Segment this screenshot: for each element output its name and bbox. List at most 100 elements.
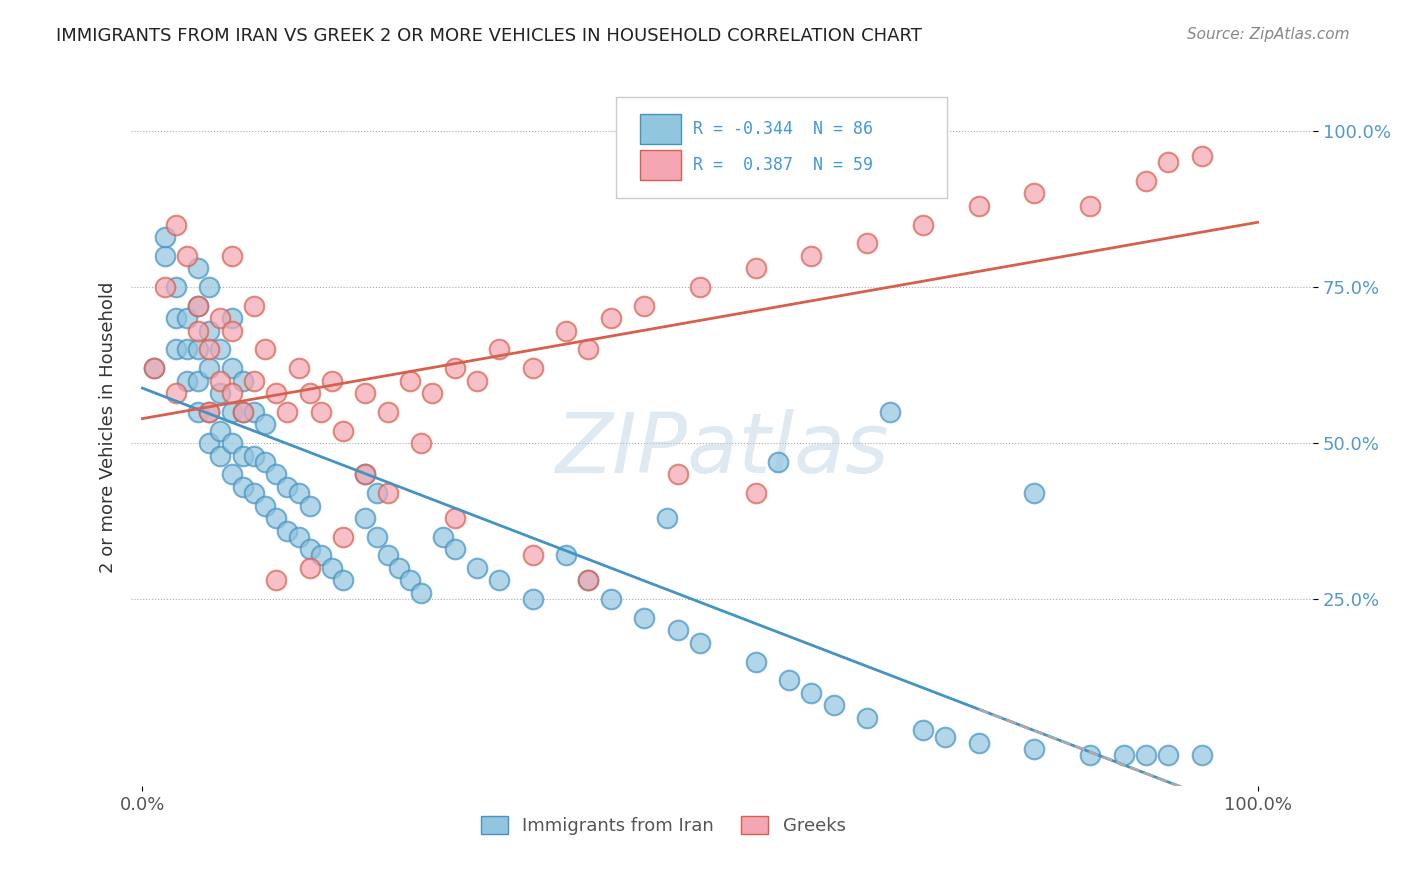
Point	[766, 455, 789, 469]
Point	[165, 280, 187, 294]
Point	[142, 361, 165, 376]
Point	[555, 549, 578, 563]
Point	[254, 343, 277, 357]
Point	[488, 574, 510, 588]
Point	[1112, 748, 1135, 763]
Point	[243, 449, 266, 463]
Point	[309, 549, 332, 563]
Point	[1078, 199, 1101, 213]
Point	[465, 561, 488, 575]
Text: ZIPatlas: ZIPatlas	[555, 409, 889, 490]
Point	[221, 405, 243, 419]
Point	[221, 436, 243, 450]
Point	[377, 549, 399, 563]
FancyBboxPatch shape	[616, 97, 946, 198]
Point	[264, 386, 287, 401]
Point	[744, 655, 766, 669]
Point	[209, 449, 232, 463]
Point	[934, 730, 956, 744]
Point	[578, 574, 600, 588]
Point	[153, 280, 176, 294]
Point	[1078, 748, 1101, 763]
Point	[221, 386, 243, 401]
Point	[967, 199, 990, 213]
Point	[153, 249, 176, 263]
Point	[354, 511, 377, 525]
Y-axis label: 2 or more Vehicles in Household: 2 or more Vehicles in Household	[100, 282, 117, 574]
Point	[420, 386, 443, 401]
Point	[666, 467, 689, 482]
Point	[198, 343, 221, 357]
Point	[321, 374, 343, 388]
Point	[1135, 174, 1157, 188]
Point	[176, 249, 198, 263]
Point	[377, 486, 399, 500]
Point	[298, 499, 321, 513]
Point	[354, 467, 377, 482]
Point	[221, 361, 243, 376]
Point	[142, 361, 165, 376]
Point	[689, 280, 711, 294]
Point	[187, 299, 209, 313]
Point	[443, 361, 465, 376]
Point	[187, 261, 209, 276]
Point	[209, 386, 232, 401]
Point	[209, 311, 232, 326]
Point	[332, 574, 354, 588]
Point	[221, 467, 243, 482]
Point	[243, 299, 266, 313]
Point	[911, 218, 934, 232]
Point	[1191, 149, 1213, 163]
Point	[209, 343, 232, 357]
Point	[1024, 186, 1046, 201]
Point	[1157, 748, 1180, 763]
Point	[465, 374, 488, 388]
Point	[856, 236, 879, 251]
Point	[187, 324, 209, 338]
Point	[165, 343, 187, 357]
Point	[298, 542, 321, 557]
Point	[309, 405, 332, 419]
Point	[198, 324, 221, 338]
Point	[800, 686, 823, 700]
Point	[176, 343, 198, 357]
Point	[209, 424, 232, 438]
Point	[287, 530, 309, 544]
Text: R =  0.387  N = 59: R = 0.387 N = 59	[693, 156, 873, 174]
Bar	[640, 114, 681, 144]
Point	[232, 480, 254, 494]
Point	[823, 698, 845, 713]
Legend: Immigrants from Iran, Greeks: Immigrants from Iran, Greeks	[481, 815, 845, 835]
Point	[432, 530, 454, 544]
Point	[399, 374, 422, 388]
Point	[321, 561, 343, 575]
Point	[778, 673, 800, 688]
Point	[1024, 742, 1046, 756]
Point	[354, 467, 377, 482]
Point	[411, 436, 433, 450]
Point	[287, 361, 309, 376]
Point	[165, 311, 187, 326]
Point	[522, 592, 544, 607]
Point	[744, 261, 766, 276]
Point	[264, 467, 287, 482]
Point	[332, 424, 354, 438]
Point	[1135, 748, 1157, 763]
Point	[298, 561, 321, 575]
Point	[254, 499, 277, 513]
Point	[800, 249, 823, 263]
Point	[232, 405, 254, 419]
Point	[232, 374, 254, 388]
Point	[443, 542, 465, 557]
Point	[522, 549, 544, 563]
Point	[243, 486, 266, 500]
Point	[633, 299, 655, 313]
Point	[187, 405, 209, 419]
Point	[411, 586, 433, 600]
Point	[209, 374, 232, 388]
Point	[198, 361, 221, 376]
Point	[578, 343, 600, 357]
Point	[264, 511, 287, 525]
Point	[176, 311, 198, 326]
Point	[276, 480, 298, 494]
